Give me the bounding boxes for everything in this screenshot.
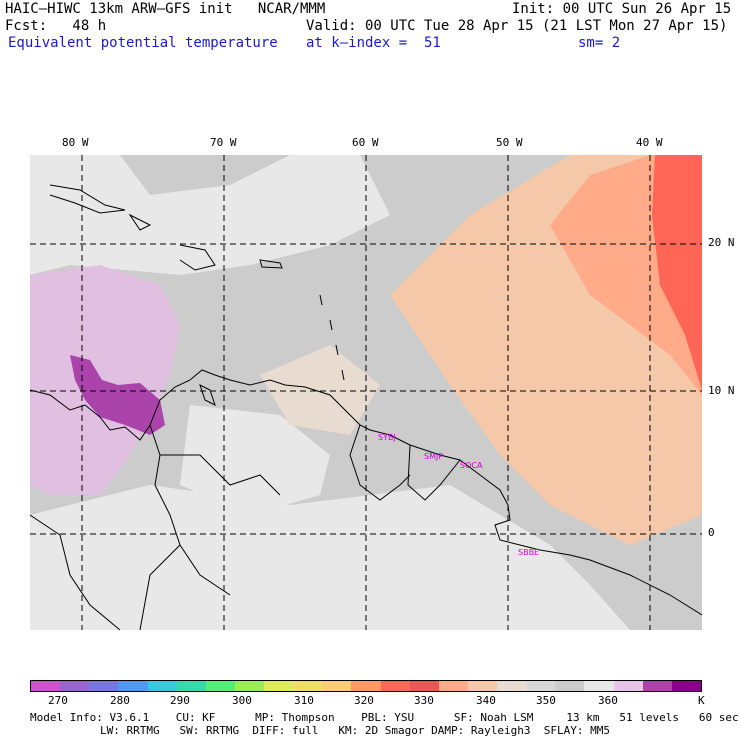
colorbar-swatch: [497, 681, 527, 691]
colorbar-swatch: [526, 681, 556, 691]
lon-label-70w: 70 W: [210, 136, 237, 149]
colorbar-swatch: [380, 681, 410, 691]
lat-label-10n: 10 N: [708, 384, 735, 397]
init-time: Init: 00 UTC Sun 26 Apr 15: [512, 1, 732, 17]
colorbar-tick-280: 280: [110, 694, 130, 707]
smoothing-value: sm= 2: [578, 35, 621, 51]
graticule: [30, 155, 702, 630]
colorbar-swatch: [322, 681, 352, 691]
colorbar-tick-300: 300: [232, 694, 252, 707]
lon-label-50w: 50 W: [496, 136, 523, 149]
forecast-hour: Fcst: 48 h: [5, 18, 107, 34]
model-info-line1: Model Info: V3.6.1 CU: KF MP: Thompson P…: [30, 711, 739, 724]
light-shading: [30, 155, 390, 275]
theta-e-map: SYBJ SMJP SOCA SBBE: [30, 155, 702, 630]
lavender-shading: [30, 265, 180, 495]
lat-label-0: 0: [708, 526, 715, 539]
colorbar-tick-310: 310: [294, 694, 314, 707]
colorbar-swatch: [642, 681, 672, 691]
lon-label-80w: 80 W: [62, 136, 89, 149]
tan-shading-caribbean: [260, 345, 380, 435]
colorbar-swatch: [584, 681, 614, 691]
colorbar-tick-340: 340: [476, 694, 496, 707]
colorbar-swatch: [176, 681, 206, 691]
colorbar-swatch: [671, 681, 701, 691]
coastlines: [30, 184, 702, 630]
station-label-sbbe: SBBE: [518, 548, 539, 557]
light-shading-south: [30, 485, 630, 630]
colorbar-swatch: [147, 681, 177, 691]
colorbar-tick-270: 270: [48, 694, 68, 707]
colorbar-swatch: [118, 681, 148, 691]
colorbar-tick-350: 350: [536, 694, 556, 707]
valid-time: Valid: 00 UTC Tue 28 Apr 15 (21 LST Mon …: [306, 18, 728, 34]
colorbar-swatch: [438, 681, 468, 691]
colorbar-swatch: [613, 681, 643, 691]
colorbar-swatch: [264, 681, 294, 691]
station-label-sybj: SYBJ: [378, 433, 396, 442]
colorbar-swatch: [89, 681, 119, 691]
colorbar-swatch: [351, 681, 381, 691]
colorbar-swatch: [409, 681, 439, 691]
colorbar-unit: K: [698, 694, 705, 707]
lat-label-20n: 20 N: [708, 236, 735, 249]
field-name: Equivalent potential temperature: [8, 35, 278, 51]
model-title: HAIC–HIWC 13km ARW–GFS init NCAR/MMM: [5, 1, 326, 17]
colorbar-swatch: [205, 681, 235, 691]
colorbar-swatch: [293, 681, 323, 691]
colorbar-tick-360: 360: [598, 694, 618, 707]
colorbar-tick-320: 320: [354, 694, 374, 707]
colorbar-swatch: [467, 681, 497, 691]
colorbar-swatch: [60, 681, 90, 691]
purple-shading: [70, 355, 165, 435]
model-level: at k–index = 51: [306, 35, 441, 51]
station-label-smjp: SMJP: [424, 452, 443, 461]
lon-label-40w: 40 W: [636, 136, 663, 149]
colorbar-swatch: [555, 681, 585, 691]
station-label-soca: SOCA: [460, 461, 483, 470]
lon-label-60w: 60 W: [352, 136, 379, 149]
light-shading-interior: [180, 405, 330, 515]
red-shading: [652, 155, 702, 390]
colorbar: [30, 680, 702, 692]
colorbar-swatch: [234, 681, 264, 691]
colorbar-tick-330: 330: [414, 694, 434, 707]
colorbar-swatch: [31, 681, 61, 691]
colorbar-tick-290: 290: [170, 694, 190, 707]
model-info-line2: LW: RRTMG SW: RRTMG DIFF: full KM: 2D Sm…: [100, 724, 610, 737]
